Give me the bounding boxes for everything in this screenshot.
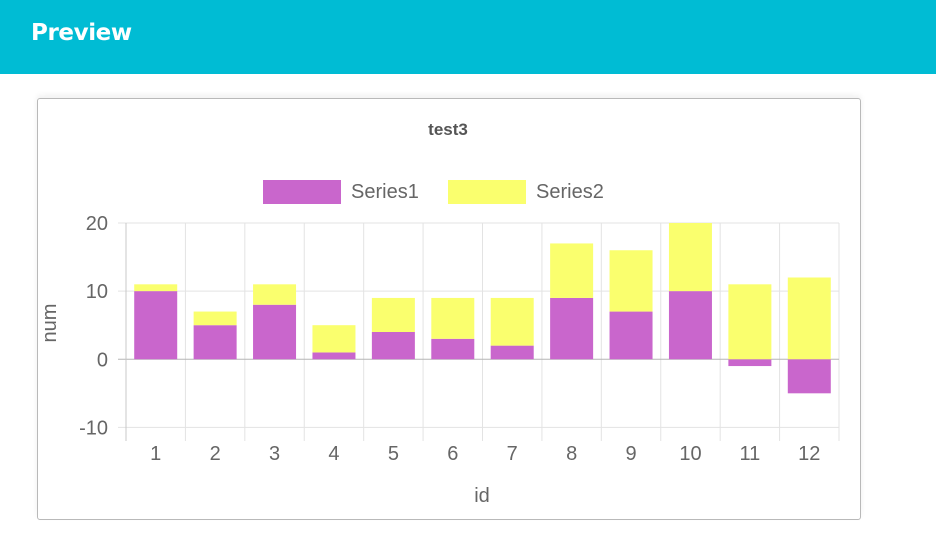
bar-series2-7: [490, 297, 534, 346]
bar-series1-12: [787, 359, 831, 394]
bar-series2-2: [193, 311, 237, 326]
grid-lines: [118, 222, 840, 441]
y-tick-label: -10: [79, 417, 108, 439]
x-tick-label: 6: [447, 443, 458, 465]
x-tick-label: 12: [798, 443, 820, 465]
bar-series2-5: [371, 297, 415, 332]
bar-series1-8: [550, 297, 594, 360]
x-tick-label: 7: [507, 443, 518, 465]
x-tick-label: 9: [625, 443, 636, 465]
bar-series1-4: [312, 352, 356, 360]
bar-series1-11: [728, 359, 772, 367]
x-tick-label: 8: [566, 443, 577, 465]
bar-series2-4: [312, 325, 356, 353]
legend-swatch-series1: [263, 180, 341, 204]
bar-series2-6: [431, 297, 475, 339]
bar-series1-3: [253, 304, 297, 360]
legend-label-series2: Series2: [536, 181, 604, 203]
bar-series2-10: [668, 223, 712, 292]
preview-header: Preview: [0, 0, 936, 74]
bar-series2-8: [550, 243, 594, 298]
page-title: Preview: [31, 20, 132, 46]
bar-series2-3: [253, 284, 297, 305]
bar-series2-11: [728, 284, 772, 360]
bar-series1-9: [609, 311, 653, 360]
y-axis-label: num: [39, 304, 61, 343]
x-tick-label: 5: [388, 443, 399, 465]
bar-series1-1: [134, 291, 178, 360]
x-tick-label: 4: [328, 443, 339, 465]
legend: Series1 Series2: [263, 180, 604, 204]
x-tick-label: 10: [679, 443, 701, 465]
bar-series1-5: [371, 332, 415, 360]
legend-label-series1: Series1: [351, 181, 419, 203]
chart-card: test3 Series1 Series2 20 10 0 -10 1 2 3 4 5 6 7 8 9 1…: [37, 98, 861, 520]
bar-series2-9: [609, 250, 653, 312]
legend-swatch-series2: [448, 180, 526, 204]
bar-series1-2: [193, 325, 237, 360]
bar-series1-6: [431, 338, 475, 360]
bar-series1-7: [490, 345, 534, 360]
x-tick-label: 3: [269, 443, 280, 465]
bar-series2-12: [787, 277, 831, 360]
x-tick-label: 11: [739, 443, 760, 465]
x-axis-label: id: [474, 485, 490, 507]
chart-title: test3: [428, 120, 468, 139]
bar-series1-10: [668, 291, 712, 360]
bar-series2-1: [134, 284, 178, 292]
x-tick-label: 1: [150, 443, 161, 465]
x-tick-label: 2: [210, 443, 221, 465]
bars: [134, 223, 831, 394]
y-tick-label: 10: [86, 281, 108, 303]
y-tick-label: 0: [97, 349, 108, 371]
y-tick-label: 20: [86, 213, 108, 235]
